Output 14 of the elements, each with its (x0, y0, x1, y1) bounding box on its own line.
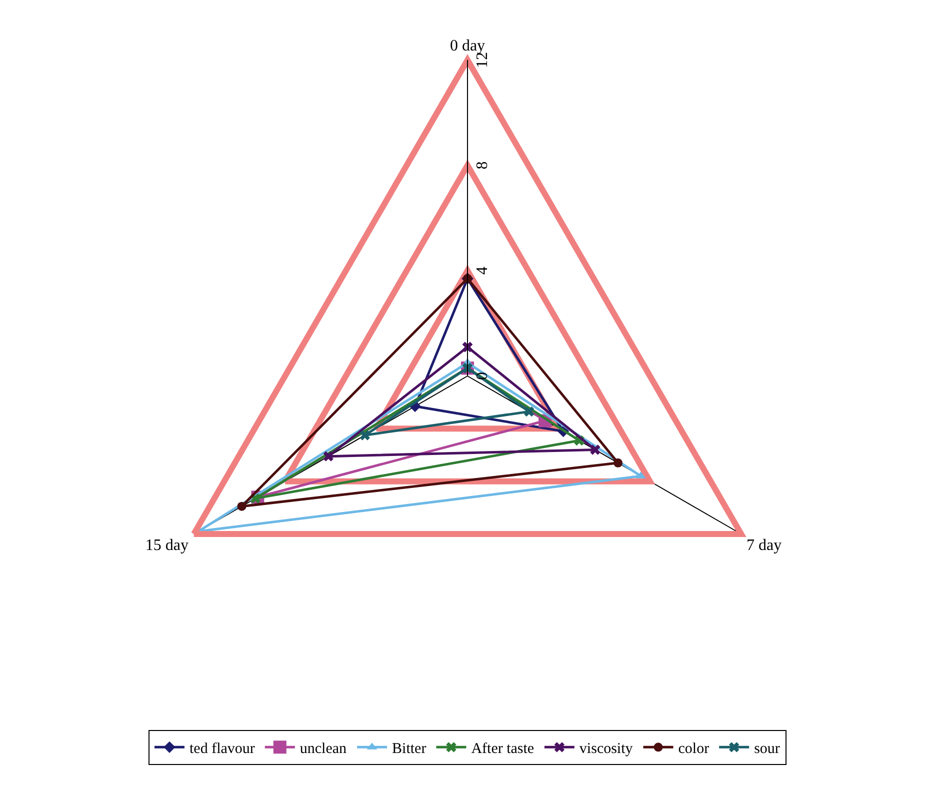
legend-label: viscosity (579, 741, 634, 758)
y-tick-label: 4 (474, 266, 492, 275)
y-tick-label: 12 (474, 52, 492, 68)
legend-label: After taste (471, 741, 534, 758)
legend-label: sour (754, 741, 780, 758)
legend-label: unclean (300, 741, 348, 758)
spoke-label: 7 day (746, 536, 782, 554)
y-tick-label: 8 (474, 161, 492, 170)
y-tick-label: 0 (474, 372, 492, 380)
legend-label: Bitter (392, 741, 426, 758)
legend-label: color (678, 741, 710, 758)
legend-label: ted flavour (190, 741, 255, 758)
spoke-label: 0 day (450, 38, 486, 55)
spoke-label: 15 day (145, 536, 188, 554)
